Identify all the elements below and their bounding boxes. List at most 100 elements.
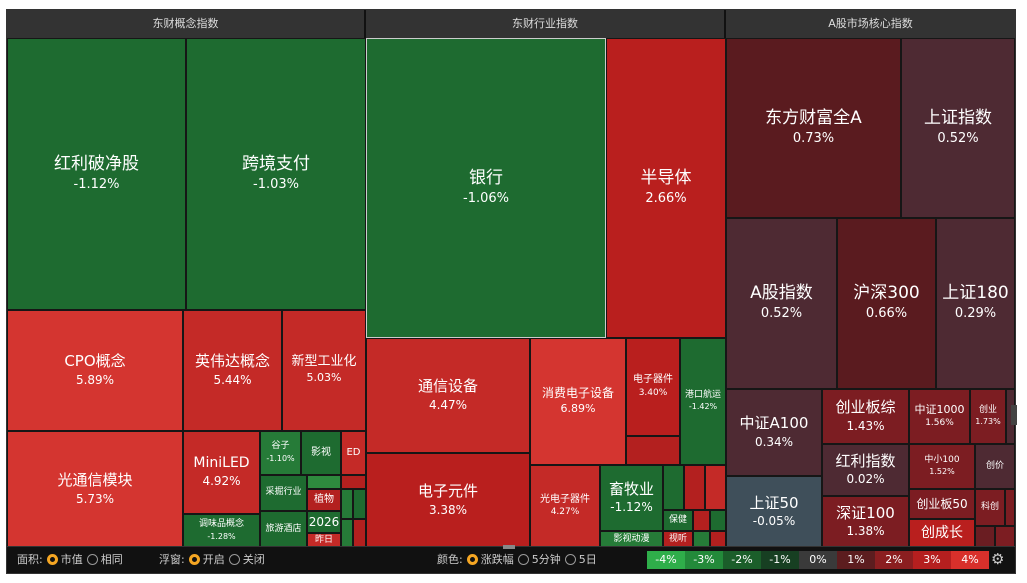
tile-cybz[interactable]: 创业板综 1.43% (822, 389, 909, 444)
tile-2026[interactable]: 2026 (307, 511, 341, 533)
tile-cpo[interactable]: CPO概念 5.89% (7, 310, 183, 431)
tile-guangtx[interactable]: 光通信模块 5.73% (7, 431, 183, 548)
tile-hlzs[interactable]: 红利指数 0.02% (822, 444, 909, 496)
tile-change: 0.52% (760, 306, 803, 322)
float-option-on[interactable]: 开启 (202, 553, 225, 566)
tile-name: A股指数 (750, 283, 813, 304)
tile-caiguo[interactable]: 采掘行业 (260, 475, 307, 511)
tile-tongxin[interactable]: 通信设备 4.47% (366, 338, 530, 453)
tile-change: 0.52% (937, 130, 979, 146)
tile-kc[interactable]: 科创 (975, 489, 1005, 526)
tile-lvyou[interactable]: 旅游酒店 (260, 511, 307, 548)
tile-yinhang[interactable]: 银行 -1.06% (366, 38, 606, 338)
area-option-equal[interactable]: 相同 (100, 553, 123, 566)
tile-cyz[interactable]: 创成长 (909, 519, 975, 548)
radio-color-5day[interactable] (564, 554, 576, 565)
color-option-5min[interactable]: 5分钟 (531, 553, 561, 566)
tile-mini-q[interactable] (975, 526, 995, 548)
tile-mini-k[interactable] (693, 510, 710, 531)
tile-dianzyj[interactable]: 电子元件 3.38% (366, 453, 530, 548)
drag-handle[interactable] (503, 545, 515, 549)
tile-change: 4.92% (202, 474, 241, 489)
tile-change: -1.42% (688, 402, 718, 412)
tile-change: 5.44% (213, 372, 252, 387)
tile-sz100[interactable]: 深证100 1.38% (822, 496, 909, 548)
radio-area-marketcap[interactable] (46, 554, 58, 565)
tile-mini-h[interactable] (663, 465, 684, 510)
tile-change: -1.10% (266, 453, 295, 463)
tile-sz50[interactable]: 上证50 -0.05% (726, 476, 822, 548)
tile-change: -1.03% (253, 176, 299, 192)
tile-name: 上证指数 (924, 107, 992, 128)
tile-nvda[interactable]: 英伟达概念 5.44% (183, 310, 282, 431)
tile-name: 上证180 (942, 283, 1009, 304)
tile-mini-i[interactable] (684, 465, 705, 510)
radio-color-5min[interactable] (517, 554, 529, 565)
tile-name: 红利破净股 (54, 153, 139, 174)
tile-zza100[interactable]: 中证A100 0.34% (726, 389, 822, 476)
tile-mini-r[interactable] (995, 526, 1015, 548)
legend-cell: 4% (951, 551, 989, 569)
gear-icon[interactable]: ⚙ (991, 550, 1005, 568)
tile-agzs[interactable]: A股指数 0.52% (726, 218, 837, 389)
tile-mini-p[interactable] (1005, 489, 1015, 526)
tile-shzs[interactable]: 上证指数 0.52% (901, 38, 1015, 218)
tile-change: 5.89% (75, 372, 115, 387)
tile-change: 6.89% (560, 401, 596, 415)
tile-yingshi[interactable]: 影视 (301, 431, 341, 475)
tile-name: 电子器件 (633, 374, 673, 385)
section-header-industry: 东财行业指数 (366, 10, 726, 38)
tile-name: 谷子 (271, 441, 290, 452)
tile-name: 调味品概念 (198, 519, 244, 530)
tile-change: 1.52% (929, 467, 955, 477)
tile-tiaowei[interactable]: 调味品概念 -1.28% (183, 514, 260, 548)
float-option-off[interactable]: 关闭 (242, 553, 265, 566)
tile-zz1000[interactable]: 中证1000 1.56% (909, 389, 970, 444)
tile-mini-f[interactable] (353, 519, 366, 548)
tile-cy[interactable]: 创业 1.73% (970, 389, 1006, 444)
tile-change: 4.47% (428, 397, 468, 412)
color-option-5day[interactable]: 5日 (578, 553, 597, 566)
tile-mini-g[interactable] (626, 436, 680, 465)
tile-guzi[interactable]: 谷子 -1.10% (260, 431, 301, 475)
tile-mini-c[interactable] (353, 489, 366, 519)
side-expand-handle[interactable] (1011, 405, 1017, 425)
tile-xiaofei[interactable]: 消费电子设备 6.89% (530, 338, 626, 465)
section-header-concept: 东财概念指数 (7, 10, 366, 38)
tile-mini-j[interactable] (705, 465, 726, 510)
color-control: 颜色: 涨跌幅 5分钟 5日 (437, 547, 597, 573)
tile-cxj[interactable]: 创价 (975, 444, 1015, 489)
tile-bandaoti[interactable]: 半导体 2.66% (606, 38, 726, 338)
area-option-marketcap[interactable]: 市值 (60, 553, 83, 566)
tile-cyb50[interactable]: 创业板50 (909, 489, 975, 519)
radio-color-change[interactable] (466, 554, 478, 565)
tile-kuajing[interactable]: 跨境支付 -1.03% (186, 38, 366, 310)
tile-mini-l[interactable] (710, 510, 726, 531)
radio-float-off[interactable] (228, 554, 240, 565)
tile-sz180[interactable]: 上证180 0.29% (936, 218, 1015, 389)
tile-dianziqj[interactable]: 电子器件 3.40% (626, 338, 680, 436)
tile-mini-b[interactable] (341, 489, 353, 519)
tile-guangdz[interactable]: 光电子器件 4.27% (530, 465, 600, 548)
tile-dfcf[interactable]: 东方财富全A 0.73% (726, 38, 901, 218)
legend-cell: 1% (837, 551, 875, 569)
tile-mini-d[interactable] (341, 475, 366, 489)
tile-hongli[interactable]: 红利破净股 -1.12% (7, 38, 186, 310)
tile-name: 东方财富全A (765, 107, 862, 128)
tile-xingong[interactable]: 新型工业化 5.03% (282, 310, 366, 431)
tile-hs300[interactable]: 沪深300 0.66% (837, 218, 936, 389)
tile-zx100[interactable]: 中小100 1.52% (909, 444, 975, 489)
tile-xumu[interactable]: 畜牧业 -1.12% (600, 465, 663, 531)
tile-miniled[interactable]: MiniLED 4.92% (183, 431, 260, 514)
tile-baojian[interactable]: 保健 (663, 510, 693, 531)
radio-float-on[interactable] (188, 554, 200, 565)
color-option-change[interactable]: 涨跌幅 (480, 553, 514, 566)
radio-area-equal[interactable] (86, 554, 98, 565)
tile-zhiwu[interactable]: 植物 (307, 489, 341, 511)
legend-cell: -4% (647, 551, 685, 569)
tile-name: 旅游酒店 (265, 523, 302, 534)
tile-mini-a[interactable] (307, 475, 341, 489)
tile-gangkou[interactable]: 港口航运 -1.42% (680, 338, 726, 465)
tile-ed[interactable]: ED (341, 431, 366, 475)
tile-mini-e[interactable] (341, 519, 353, 548)
